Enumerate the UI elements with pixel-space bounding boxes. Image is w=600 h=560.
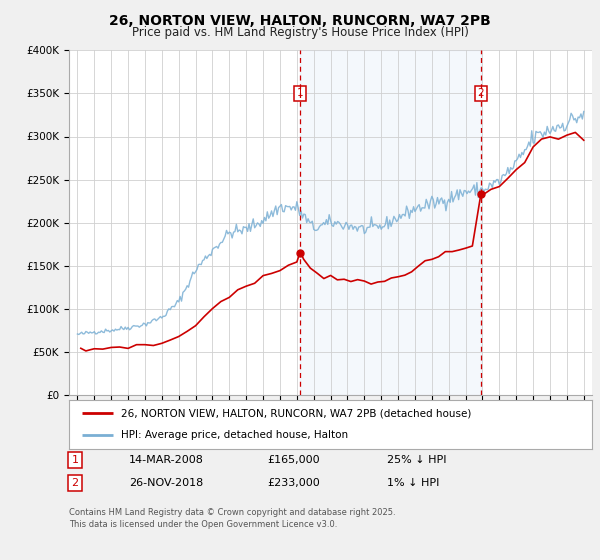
Text: HPI: Average price, detached house, Halton: HPI: Average price, detached house, Halt… [121, 430, 349, 440]
Text: 26, NORTON VIEW, HALTON, RUNCORN, WA7 2PB (detached house): 26, NORTON VIEW, HALTON, RUNCORN, WA7 2P… [121, 408, 472, 418]
Text: £165,000: £165,000 [267, 455, 320, 465]
Text: 26, NORTON VIEW, HALTON, RUNCORN, WA7 2PB: 26, NORTON VIEW, HALTON, RUNCORN, WA7 2P… [109, 14, 491, 28]
Text: £233,000: £233,000 [267, 478, 320, 488]
Text: 1: 1 [297, 88, 304, 99]
Text: 25% ↓ HPI: 25% ↓ HPI [387, 455, 446, 465]
Text: 1% ↓ HPI: 1% ↓ HPI [387, 478, 439, 488]
Text: Contains HM Land Registry data © Crown copyright and database right 2025.
This d: Contains HM Land Registry data © Crown c… [69, 508, 395, 529]
Text: 26-NOV-2018: 26-NOV-2018 [129, 478, 203, 488]
Text: 2: 2 [71, 478, 79, 488]
Text: Price paid vs. HM Land Registry's House Price Index (HPI): Price paid vs. HM Land Registry's House … [131, 26, 469, 39]
Text: 14-MAR-2008: 14-MAR-2008 [129, 455, 204, 465]
Bar [300, 50, 481, 395]
Text: 1: 1 [71, 455, 79, 465]
Text: 2: 2 [478, 88, 484, 99]
